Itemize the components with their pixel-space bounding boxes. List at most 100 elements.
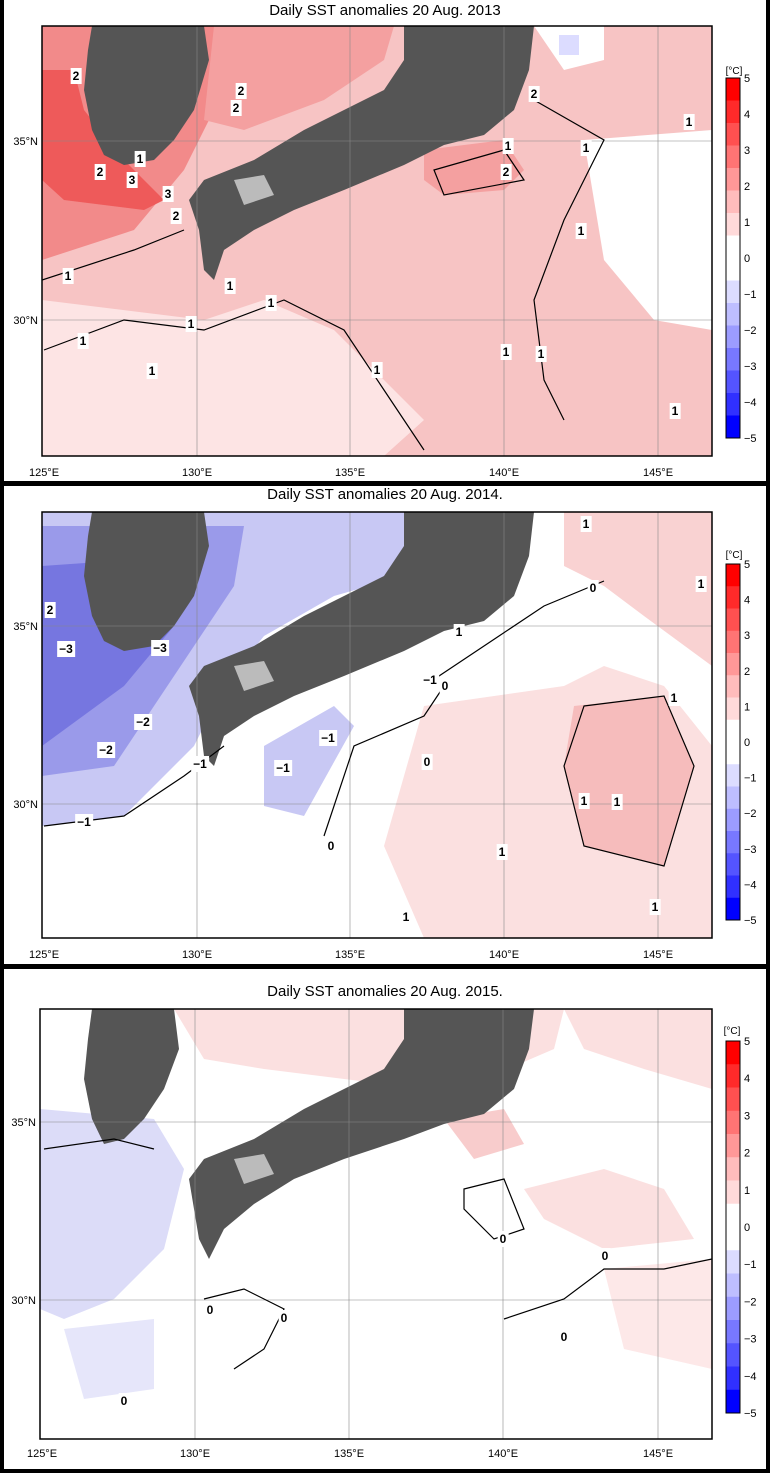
contour-label-box — [126, 172, 138, 188]
contour-label-box — [230, 100, 242, 116]
contour-label-box — [649, 899, 661, 915]
colorbar-swatch — [726, 653, 740, 676]
colorbar-tick-label: 5 — [744, 1036, 750, 1048]
x-tick-label: 135°E — [335, 467, 365, 479]
korea-land — [84, 26, 209, 165]
contour-label: 1 — [499, 845, 506, 859]
japan-land — [189, 26, 534, 280]
colorbar-swatch — [726, 145, 740, 169]
colorbar-swatch — [726, 808, 740, 832]
x-tick-label: 125°E — [27, 1448, 57, 1460]
contour-label: 0 — [328, 839, 335, 853]
contour-label: −1 — [77, 815, 91, 829]
contour-label-box — [94, 164, 106, 180]
colorbar-tick-label: −4 — [744, 397, 757, 409]
contour-label-box — [558, 1329, 570, 1345]
contour-label-box — [599, 1248, 611, 1264]
x-tick-label: 130°E — [182, 949, 212, 961]
colorbar-tick-label: −4 — [744, 879, 757, 891]
contour-label: 1 — [672, 404, 679, 418]
colorbar-swatch — [726, 1343, 740, 1367]
anomaly-1c-south — [42, 300, 424, 456]
colorbar-labels: 5 4 3 2 1 0 −1 −2 −3 −4 −5 — [744, 73, 757, 445]
contour-label: 1 — [137, 152, 144, 166]
colorbar-tick-label: −5 — [744, 915, 757, 927]
contour-label-box — [683, 114, 695, 130]
colorbar-swatch — [726, 564, 740, 587]
anomaly-warm-east-2 — [524, 1169, 694, 1249]
contour-label: −2 — [99, 743, 113, 757]
colorbar — [725, 1040, 741, 1414]
panel-2013: Daily SST anomalies 20 Aug. 2013 — [4, 0, 766, 481]
contour-label: 1 — [149, 364, 156, 378]
x-tick-label: 125°E — [29, 467, 59, 479]
contour-label: 1 — [268, 296, 275, 310]
anomaly-warm-ne — [564, 512, 712, 666]
colorbar-unit: [°C] — [726, 550, 743, 561]
sst-map: 0 0 0 0 0 0 125°E 130°E 135°E 140°E 145°… — [11, 1008, 757, 1460]
contour-label-box — [421, 672, 440, 688]
contour-label-box — [224, 278, 236, 294]
colorbar-swatch — [726, 415, 740, 439]
colorbar-labels: 5 4 3 2 1 0 −1 −2 −3 −4 −5 — [744, 1036, 757, 1420]
contour-label: 1 — [403, 910, 410, 924]
x-tick-label: 135°E — [335, 949, 365, 961]
panel-2014: Daily SST anomalies 20 Aug. 2014. — [4, 486, 766, 964]
colorbar-swatch — [726, 697, 740, 721]
y-tick-label: 30°N — [11, 1295, 36, 1307]
anomaly-2c-north — [204, 26, 394, 130]
japan-land — [189, 1009, 534, 1259]
colorbar-tick-label: −2 — [744, 808, 757, 820]
contour-label-box — [575, 223, 587, 239]
colorbar-tick-label: 2 — [744, 1148, 750, 1160]
anomaly-cool-ne — [559, 35, 579, 55]
contour-label: 3 — [129, 173, 136, 187]
contour-label: 2 — [503, 165, 510, 179]
colorbar-swatch — [726, 742, 740, 765]
contour-label-box — [695, 576, 707, 592]
contour-label-box — [134, 714, 153, 730]
colorbar-unit: [°C] — [726, 66, 743, 77]
japan-land — [189, 512, 534, 766]
colorbar-swatch — [726, 1157, 740, 1181]
contour-label-box — [77, 333, 89, 349]
colorbar — [725, 77, 741, 439]
contour-label: 0 — [561, 1330, 568, 1344]
colorbar-tick-label: 3 — [744, 630, 750, 642]
colorbar-tick-label: 5 — [744, 73, 750, 85]
colorbar-tick-label: 4 — [744, 595, 750, 607]
colorbar-outline — [725, 563, 741, 921]
contour-label: 2 — [233, 101, 240, 115]
contour-label: 1 — [652, 900, 659, 914]
colorbar-swatch — [726, 1273, 740, 1298]
contour-label: 1 — [698, 577, 705, 591]
japan-lowland — [234, 661, 274, 691]
colorbar-tick-label: −4 — [744, 1371, 757, 1383]
x-tick-label: 140°E — [489, 949, 519, 961]
x-tick-label: 135°E — [334, 1448, 364, 1460]
contour-label-box — [580, 140, 592, 156]
contour-label: 1 — [65, 269, 72, 283]
contour-label-box — [97, 742, 116, 758]
panel-2015: Daily SST anomalies 20 Aug. 2015. — [4, 969, 766, 1469]
grid — [42, 512, 712, 938]
contour-label: 1 — [188, 317, 195, 331]
colorbar-tick-label: 1 — [744, 1185, 750, 1197]
y-tick-label: 35°N — [13, 621, 38, 633]
colorbar-swatch — [726, 719, 740, 743]
x-tick-label: 145°E — [643, 949, 673, 961]
panel-title: Daily SST anomalies 20 Aug. 2014. — [267, 486, 503, 503]
contour-label: 1 — [686, 115, 693, 129]
x-tick-label: 145°E — [643, 1448, 673, 1460]
colorbar-tick-label: 1 — [744, 701, 750, 713]
contour-label: −3 — [153, 641, 167, 655]
contour-label: 0 — [121, 1394, 128, 1408]
colorbar-swatch — [726, 370, 740, 394]
contour-label: 1 — [614, 795, 621, 809]
contour-label-box — [235, 83, 247, 99]
colorbar-swatch — [726, 831, 740, 854]
sst-map: 2 2 2 2 1 1 2 3 3 2 2 1 1 1 1 1 1 1 1 1 … — [13, 25, 757, 479]
contour-label-box — [325, 838, 337, 854]
contour-label-box — [400, 909, 412, 925]
colorbar-tick-label: 4 — [744, 1073, 750, 1085]
